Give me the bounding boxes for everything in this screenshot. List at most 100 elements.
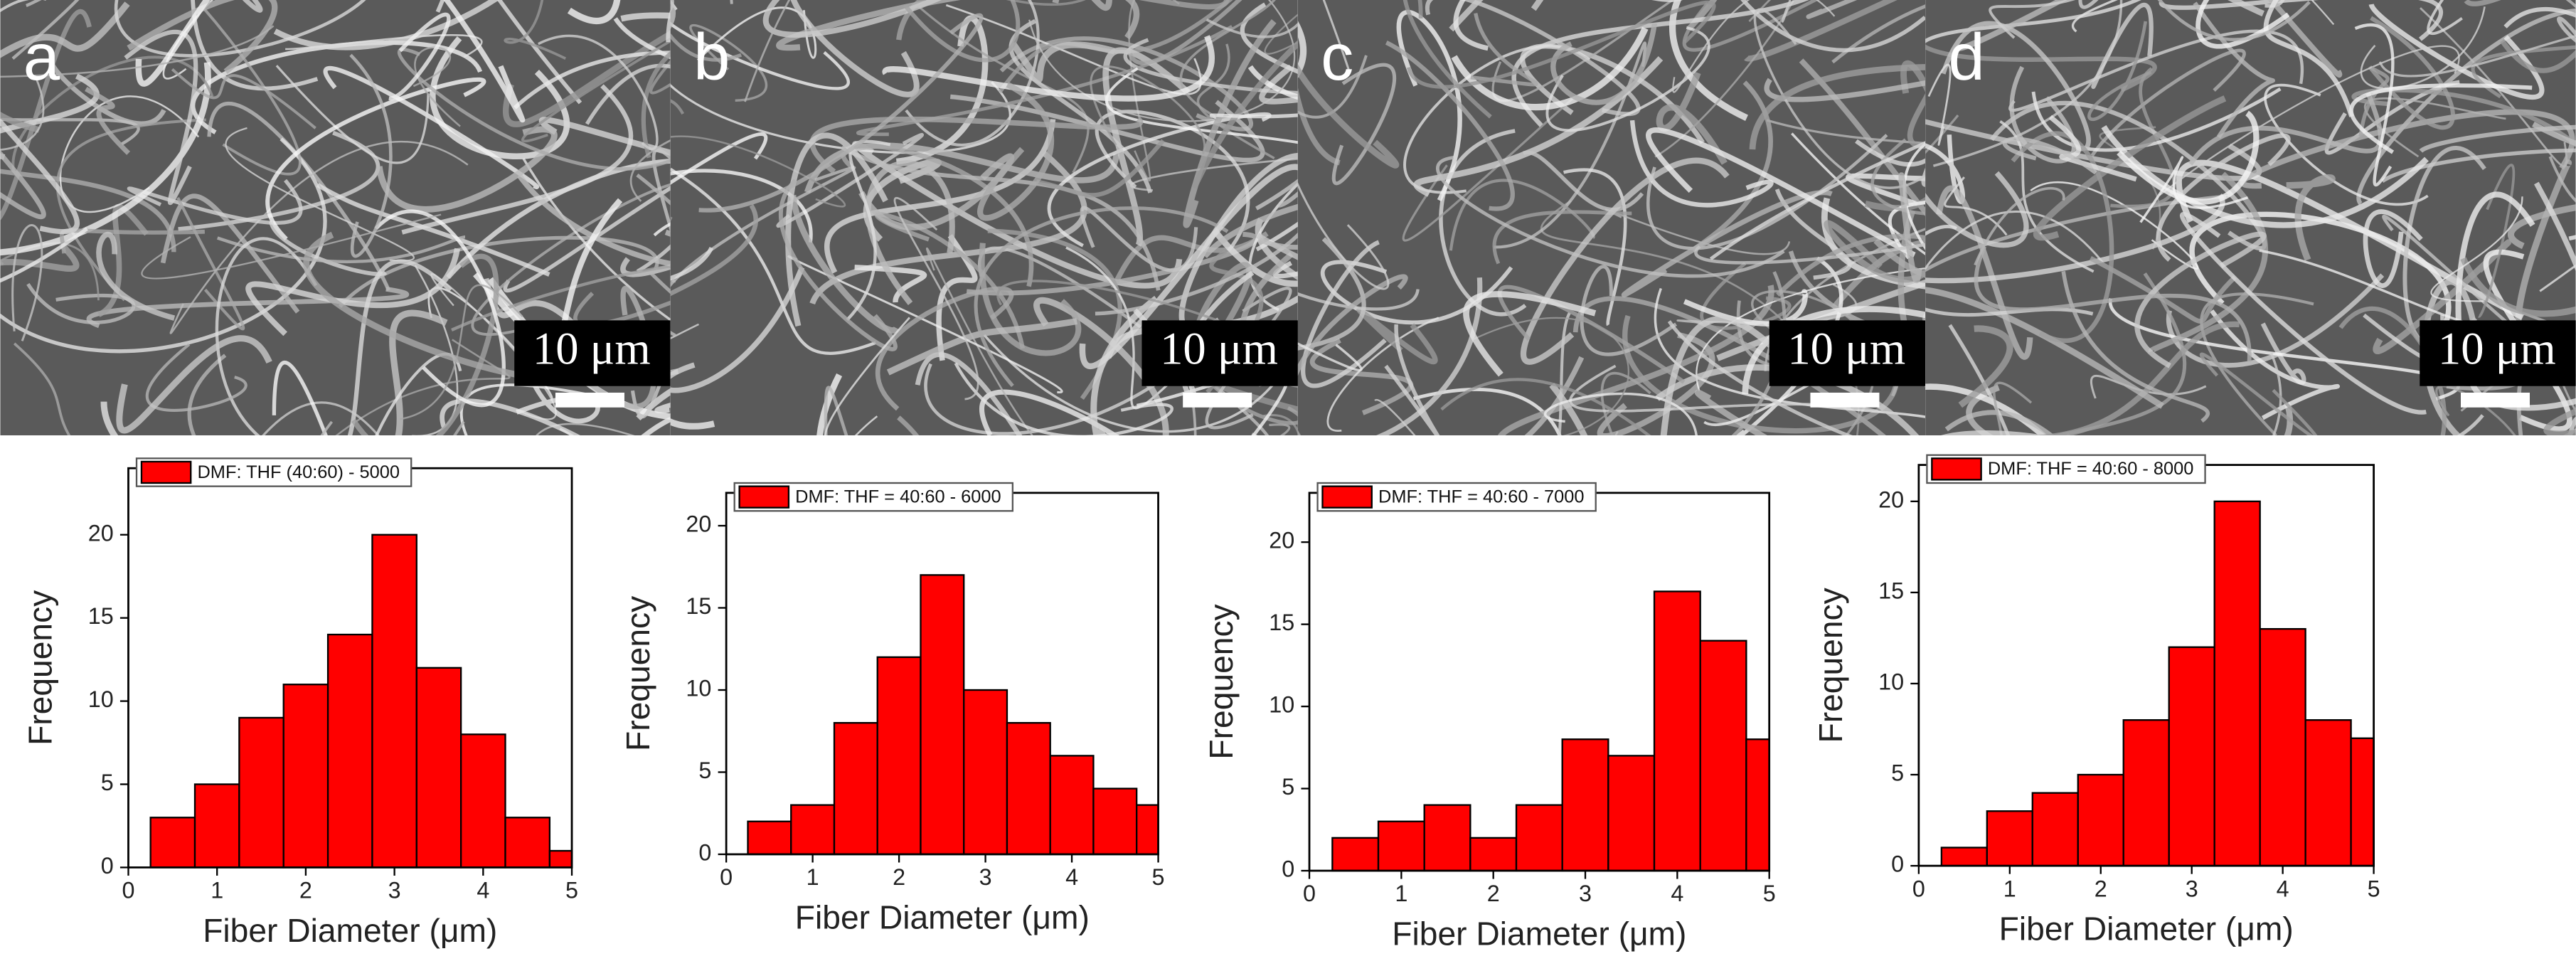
fiber xyxy=(1958,325,2013,408)
y-axis-title: Frequency xyxy=(1203,604,1240,759)
fiber xyxy=(2110,67,2176,208)
fiber xyxy=(1384,324,1440,436)
bar xyxy=(747,820,792,856)
fiber xyxy=(1406,0,1716,89)
fiber xyxy=(2157,0,2311,41)
fiber xyxy=(116,335,272,434)
y-tick-label: 20 xyxy=(1269,528,1294,553)
fiber xyxy=(1403,0,1492,119)
fiber xyxy=(2500,39,2576,73)
fiber xyxy=(1036,139,1165,198)
y-tick-label: 10 xyxy=(88,686,114,712)
fiber xyxy=(135,0,211,87)
fiber xyxy=(503,186,671,293)
fiber xyxy=(886,318,1077,376)
fiber xyxy=(2030,321,2240,436)
fiber xyxy=(1563,168,1627,327)
fiber xyxy=(2011,131,2114,343)
fiber xyxy=(2351,87,2576,148)
fiber xyxy=(2356,8,2576,206)
fiber xyxy=(1440,378,1651,436)
y-tick-label: 10 xyxy=(1878,669,1904,695)
fiber xyxy=(503,30,671,127)
fiber xyxy=(2460,257,2576,317)
bar xyxy=(548,849,573,869)
fiber xyxy=(2091,2,2154,90)
fiber xyxy=(1925,383,2048,436)
fiber xyxy=(1974,245,2252,362)
fiber xyxy=(1374,398,1416,436)
scale-bar xyxy=(2461,392,2530,408)
fiber xyxy=(513,51,671,110)
fiber xyxy=(567,0,621,25)
fiber xyxy=(559,428,575,436)
fiber xyxy=(0,74,45,151)
fiber xyxy=(1668,0,1748,121)
fiber xyxy=(1463,291,1597,377)
legend-label: DMF: THF (40:60) - 5000 xyxy=(197,462,400,482)
scale-text: 10 μm xyxy=(1787,322,1905,373)
fiber xyxy=(1944,410,2055,436)
y-tick-label: 20 xyxy=(1878,487,1904,512)
bar xyxy=(1049,755,1095,856)
x-tick-label: 4 xyxy=(1671,881,1683,906)
fiber xyxy=(1297,289,1420,311)
bar xyxy=(2350,737,2375,867)
fiber xyxy=(1735,256,1843,436)
bar xyxy=(790,804,836,856)
legend: DMF: THF = 40:60 - 6000 xyxy=(733,482,1013,512)
scale-box xyxy=(2420,320,2576,386)
fiber xyxy=(1264,14,1298,55)
x-tick-label: 2 xyxy=(893,864,905,890)
scale-bar xyxy=(555,392,624,408)
fiber xyxy=(1258,237,1298,250)
fiber xyxy=(160,193,300,314)
fiber xyxy=(225,127,415,262)
y-tick-label: 0 xyxy=(101,853,114,879)
fiber xyxy=(2533,181,2576,272)
fiber xyxy=(698,13,984,213)
fiber xyxy=(1439,129,1527,317)
y-tick-label: 15 xyxy=(686,593,711,619)
fiber xyxy=(1927,63,1952,146)
fiber xyxy=(1993,381,2033,436)
sem-image xyxy=(0,0,671,436)
fiber xyxy=(1989,0,2076,39)
fiber xyxy=(0,169,176,253)
fiber xyxy=(2503,6,2576,28)
bar xyxy=(963,689,1008,856)
bar xyxy=(876,656,922,856)
fiber xyxy=(2101,124,2429,228)
fiber xyxy=(1297,86,1341,166)
fiber xyxy=(654,403,671,414)
fiber xyxy=(265,77,486,241)
fiber xyxy=(2117,110,2260,205)
y-tick-label: 5 xyxy=(101,770,114,795)
bar xyxy=(2077,773,2124,867)
x-tick-label: 3 xyxy=(388,878,401,903)
fiber xyxy=(1806,0,1858,19)
x-tick-label: 5 xyxy=(1763,881,1776,906)
panel-label: a xyxy=(23,20,60,94)
fiber xyxy=(1453,0,1489,51)
bar xyxy=(193,783,240,869)
fiber xyxy=(316,183,550,277)
fiber xyxy=(2508,204,2576,250)
bar xyxy=(2259,627,2306,867)
legend: DMF: THF = 40:60 - 7000 xyxy=(1316,482,1597,512)
fiber xyxy=(824,317,910,436)
fiber xyxy=(1405,440,1750,607)
fiber xyxy=(1925,225,1958,236)
fiber xyxy=(215,237,318,436)
fiber xyxy=(388,12,451,101)
fiber xyxy=(1558,312,1571,436)
fiber xyxy=(1629,120,1774,208)
fiber xyxy=(2363,209,2423,288)
fiber xyxy=(875,286,1014,411)
fiber xyxy=(1320,260,1513,325)
y-tick-label: 15 xyxy=(1269,610,1294,635)
fiber xyxy=(1974,186,2065,266)
fiber xyxy=(400,284,523,420)
x-tick-label: 5 xyxy=(1152,864,1165,890)
fiber xyxy=(398,48,671,171)
